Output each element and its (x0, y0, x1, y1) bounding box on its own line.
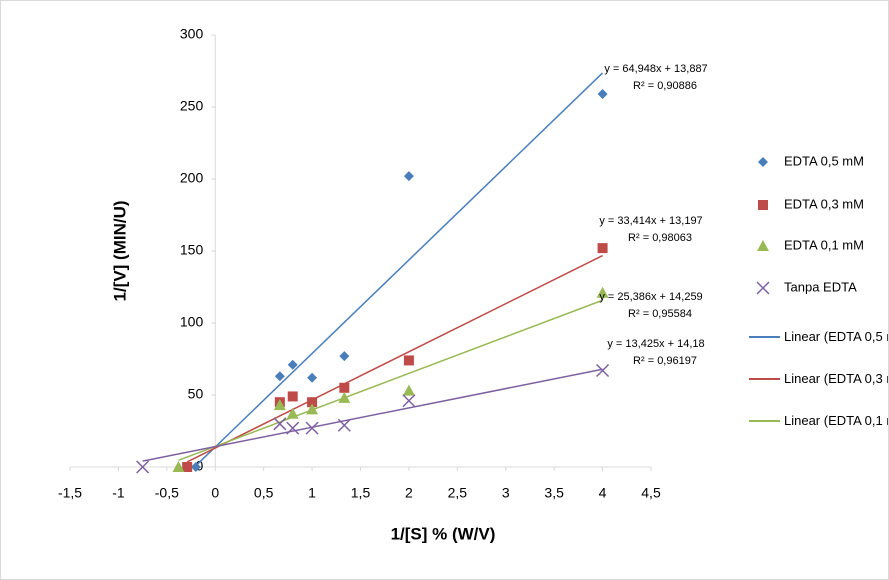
legend-label: EDTA 0,5 mM (784, 153, 864, 168)
y-tick-label: 150 (180, 242, 204, 258)
x-tick-label: 4,5 (641, 485, 661, 501)
legend-marker (758, 200, 768, 210)
data-point (273, 417, 287, 431)
legend-label: EDTA 0,1 mM (784, 237, 864, 252)
data-point (596, 286, 609, 298)
trend-r2: R² = 0,95584 (628, 308, 692, 320)
x-tick-label: 2,5 (448, 485, 468, 501)
x-tick-label: 3,5 (544, 485, 564, 501)
data-point (339, 382, 350, 393)
data-point (403, 171, 414, 182)
trend-equation: y = 25,386x + 14,259 (599, 291, 702, 303)
data-point (307, 397, 318, 408)
data-point (306, 403, 319, 415)
data-point (182, 462, 193, 472)
data-point (287, 391, 298, 402)
trend-equation: y = 64,948x + 13,887 (604, 63, 707, 75)
trend-line (195, 72, 604, 467)
data-point (286, 407, 299, 419)
data-point (597, 243, 608, 254)
data-point (338, 391, 351, 403)
x-tick-label: 3 (502, 485, 510, 501)
legend-marker (756, 281, 770, 295)
data-point (305, 421, 319, 435)
x-tick-label: 0 (211, 485, 219, 501)
x-tick-label: -0,5 (155, 485, 179, 501)
x-axis-title: 1/[S] % (W/V) (391, 524, 496, 543)
trend-line (178, 299, 603, 462)
trend-line (186, 254, 603, 463)
data-point (273, 399, 286, 411)
legend-label: Tanpa EDTA (784, 279, 857, 294)
legend-linear-label: Linear (EDTA 0,5 mM) (784, 329, 888, 344)
data-point (402, 394, 416, 408)
data-point (172, 461, 185, 472)
data-point (136, 460, 150, 474)
trend-equation: y = 33,414x + 13,197 (599, 215, 702, 227)
legend-label: EDTA 0,3 mM (784, 196, 864, 211)
y-tick-label: 200 (180, 170, 204, 186)
trend-r2: R² = 0,96197 (633, 355, 697, 367)
data-point (274, 371, 285, 382)
trend-r2: R² = 0,90886 (633, 80, 697, 92)
trend-line (142, 368, 603, 462)
x-tick-label: -1,5 (58, 485, 82, 501)
legend-marker (758, 157, 768, 167)
data-point (337, 418, 351, 432)
x-tick-label: 4 (599, 485, 607, 501)
y-tick-label: 100 (180, 314, 204, 330)
y-axis-title: 1/[V] (MIN/U) (110, 200, 129, 301)
x-tick-label: 1,5 (351, 485, 371, 501)
data-point (403, 355, 414, 366)
x-tick-label: 1 (308, 485, 316, 501)
y-tick-label: 50 (188, 386, 204, 402)
x-tick-label: 0,5 (254, 485, 274, 501)
trend-r2: R² = 0,98063 (628, 232, 692, 244)
x-tick-label: 2 (405, 485, 413, 501)
legend-linear-label: Linear (EDTA 0,1 mM) (784, 413, 888, 428)
data-point (287, 359, 298, 370)
y-tick-label: 250 (180, 98, 204, 114)
y-tick-label: 300 (180, 26, 204, 42)
data-point (190, 462, 201, 472)
legend-linear-label: Linear (EDTA 0,3 mM) (784, 371, 888, 386)
data-point (307, 372, 318, 383)
x-tick-label: -1 (112, 485, 125, 501)
data-point (597, 89, 608, 100)
trend-equation: y = 13,425x + 14,18 (607, 338, 704, 350)
data-point (402, 384, 415, 396)
data-point (339, 351, 350, 362)
legend-marker (757, 240, 769, 251)
data-point (596, 363, 610, 378)
data-point (286, 421, 300, 435)
